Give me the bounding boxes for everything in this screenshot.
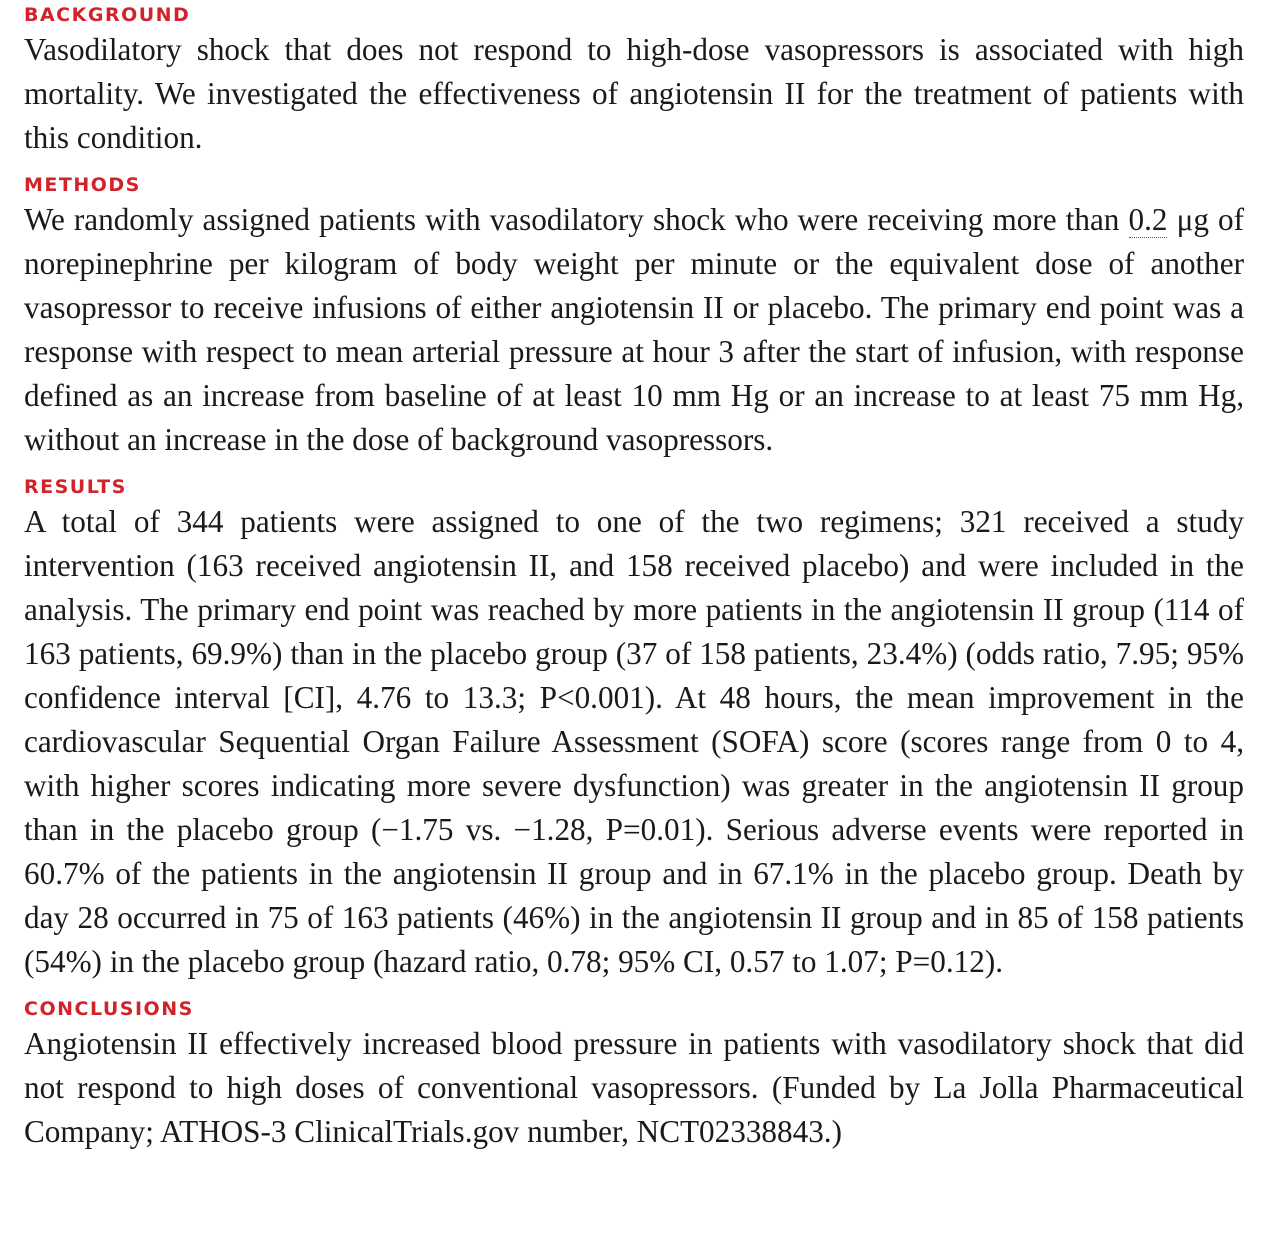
methods-section: METHODS We randomly assigned patients wi… bbox=[24, 172, 1244, 462]
abstract: BACKGROUND Vasodilatory shock that does … bbox=[24, 2, 1244, 1166]
results-text: A total of 344 patients were assigned to… bbox=[24, 504, 1244, 979]
methods-text-rest: μg of norepinephrine per kilogram of bod… bbox=[24, 202, 1244, 457]
methods-text-intro: We randomly assigned patients with vasod… bbox=[24, 202, 1129, 237]
conclusions-heading: CONCLUSIONS bbox=[24, 998, 194, 1020]
background-heading: BACKGROUND bbox=[24, 4, 191, 26]
methods-heading: METHODS bbox=[24, 174, 141, 196]
results-section: RESULTS A total of 344 patients were ass… bbox=[24, 474, 1244, 984]
background-section: BACKGROUND Vasodilatory shock that does … bbox=[24, 2, 1244, 160]
conclusions-text: Angiotensin II effectively increased blo… bbox=[24, 1026, 1244, 1149]
dose-value: 0.2 bbox=[1128, 202, 1168, 238]
conclusions-section: CONCLUSIONS Angiotensin II effectively i… bbox=[24, 996, 1244, 1154]
methods-text: We randomly assigned patients with vasod… bbox=[24, 198, 1244, 462]
results-heading: RESULTS bbox=[24, 476, 127, 498]
background-text: Vasodilatory shock that does not respond… bbox=[24, 32, 1244, 155]
